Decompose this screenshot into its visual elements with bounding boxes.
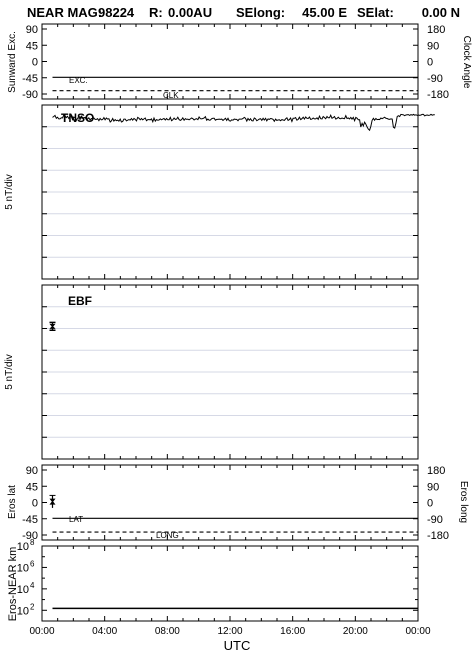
y-tick-label-left: -45 bbox=[22, 73, 38, 85]
tnso-axis-label: 5 nT/div bbox=[4, 174, 15, 210]
y-tick-label-right: -180 bbox=[427, 530, 449, 542]
y-tick-label-left: 0 bbox=[32, 498, 38, 510]
clock-axis-label: Clock Angle bbox=[461, 36, 472, 89]
log-tick-exponent: 8 bbox=[30, 538, 35, 547]
x-tick-label: 00:00 bbox=[29, 626, 54, 637]
panel-eros-lat-long: 90 180 45 90 0 0 -45 -90 -90 -180 LAT LONG Eros l… bbox=[7, 464, 469, 542]
x-tick-label: 00:00 bbox=[405, 626, 430, 637]
log-tick-exponent: 6 bbox=[30, 559, 35, 568]
y-tick-label-right: 180 bbox=[427, 24, 445, 36]
panel-frame bbox=[41, 545, 419, 622]
lat-series-label: LAT bbox=[69, 515, 83, 524]
tnso-label: TNSO bbox=[61, 111, 94, 125]
log-tick-exponent: 2 bbox=[30, 602, 35, 611]
log-tick-base: 10 bbox=[17, 605, 29, 617]
y-tick-label-left: -90 bbox=[22, 89, 38, 101]
y-tick-label-left: 0 bbox=[32, 57, 38, 69]
x-tick-label: 04:00 bbox=[92, 626, 117, 637]
y-tick-label-right: -90 bbox=[427, 73, 443, 85]
header-selat-value: 0.00 N bbox=[422, 5, 460, 20]
exc-series-label: EXC. bbox=[69, 76, 88, 85]
y-tick-label-left: -45 bbox=[22, 514, 38, 526]
y-tick-label-right: -90 bbox=[427, 514, 443, 526]
long-series-label: LONG bbox=[156, 531, 179, 540]
eros-marker bbox=[49, 498, 56, 505]
panel-frame bbox=[41, 23, 419, 100]
header-selong-label: SElong: bbox=[236, 5, 285, 20]
header-selong-value: 45.00 E bbox=[302, 5, 347, 20]
clk-series-label: CLK bbox=[163, 91, 179, 100]
y-tick-label-right: 90 bbox=[427, 40, 439, 52]
panel-frame bbox=[41, 464, 419, 541]
y-tick-label-left: 45 bbox=[26, 40, 38, 52]
y-tick-label-left: 90 bbox=[26, 24, 38, 36]
log-tick-base: 10 bbox=[17, 541, 29, 553]
y-tick-label-right: -180 bbox=[427, 89, 449, 101]
panel-tnso: TNSO 5 nT/div bbox=[4, 104, 435, 280]
panel-ebf: EBF 5 nT/div bbox=[4, 284, 419, 460]
y-tick-label-left: -90 bbox=[22, 530, 38, 542]
y-tick-label-left: 90 bbox=[26, 465, 38, 477]
x-tick-label: 12:00 bbox=[217, 626, 242, 637]
eros-long-axis-label: Eros long bbox=[458, 481, 469, 523]
log-tick-base: 10 bbox=[17, 562, 29, 574]
ebf-axis-label: 5 nT/div bbox=[4, 354, 15, 390]
panel-sunward-clock: 90 180 45 90 0 0 -45 -90 -90 -180 EXC. CLK Sunwar… bbox=[7, 23, 472, 101]
x-axis: 00:00 04:00 08:00 12:00 16:00 20:00 00:00 bbox=[29, 626, 430, 637]
tnso-series-line bbox=[52, 113, 435, 132]
header-selat-label: SElat: bbox=[357, 5, 394, 20]
y-tick-label-right: 180 bbox=[427, 465, 445, 477]
eros-lat-axis-label: Eros lat bbox=[7, 485, 18, 519]
y-tick-label-right: 90 bbox=[427, 481, 439, 493]
y-tick-label-right: 0 bbox=[427, 498, 433, 510]
x-axis-title: UTC bbox=[224, 638, 251, 653]
eros-near-axis-label: Eros-NEAR km bbox=[7, 547, 19, 622]
log-tick-exponent: 4 bbox=[30, 581, 35, 590]
x-tick-label: 20:00 bbox=[343, 626, 368, 637]
x-tick-label: 16:00 bbox=[280, 626, 305, 637]
y-tick-label-right: 0 bbox=[427, 57, 433, 69]
header-date: 98224 bbox=[98, 5, 135, 20]
header-r-label: R: bbox=[149, 5, 163, 20]
y-tick-label-left: 45 bbox=[26, 481, 38, 493]
header-mission: NEAR MAG: bbox=[27, 5, 102, 20]
header-r-value: 0.00AU bbox=[168, 5, 212, 20]
ebf-label: EBF bbox=[68, 294, 92, 308]
ebf-point bbox=[49, 323, 56, 329]
x-tick-label: 08:00 bbox=[155, 626, 180, 637]
sunward-axis-label: Sunward Exc. bbox=[7, 31, 18, 93]
log-tick-base: 10 bbox=[17, 584, 29, 596]
